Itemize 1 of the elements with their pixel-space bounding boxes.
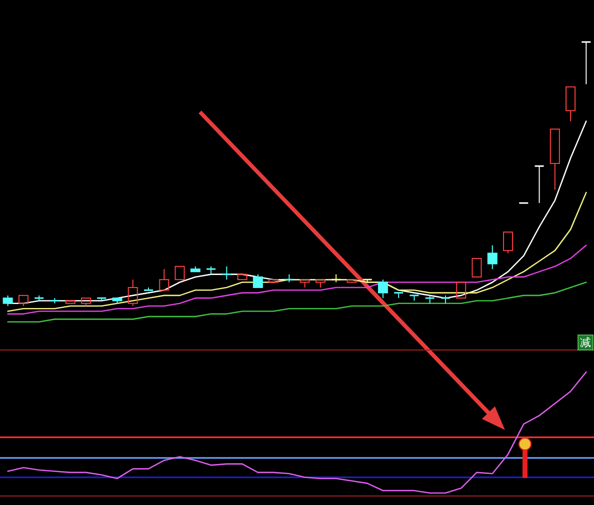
text: 减 <box>580 336 591 349</box>
